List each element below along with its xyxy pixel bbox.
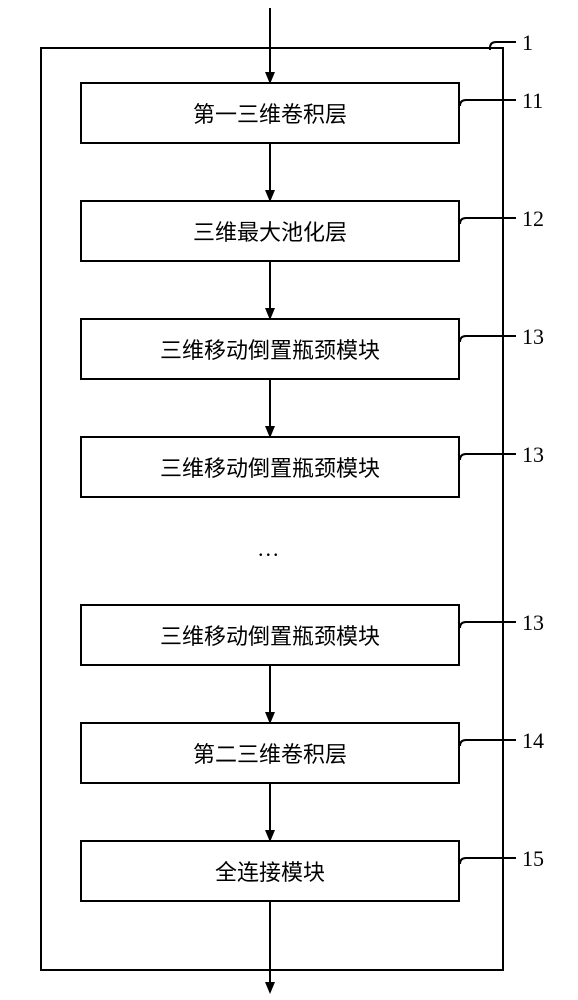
node-box-label: 三维移动倒置瓶颈模块 [160,619,380,651]
reference-label: 15 [522,846,544,872]
node-box: 第一三维卷积层 [80,82,460,144]
diagram-canvas: ... 第一三维卷积层 11 三维最大池化层 12 三维移动倒置瓶颈模块 13 三维移动倒置… [0,0,578,1000]
reference-label: 13 [522,442,544,468]
node-box-label: 三维移动倒置瓶颈模块 [160,451,380,483]
reference-label: 11 [522,88,543,114]
node-box: 三维移动倒置瓶颈模块 [80,318,460,380]
node-box: 第二三维卷积层 [80,722,460,784]
ellipsis: ... [258,536,281,562]
reference-label: 1 [522,30,533,56]
reference-label: 14 [522,728,544,754]
node-box-label: 全连接模块 [215,855,325,887]
node-box: 三维移动倒置瓶颈模块 [80,436,460,498]
reference-label: 13 [522,610,544,636]
node-box-label: 第二三维卷积层 [193,737,347,769]
node-box: 三维最大池化层 [80,200,460,262]
reference-label: 13 [522,324,544,350]
node-box: 三维移动倒置瓶颈模块 [80,604,460,666]
reference-label: 12 [522,206,544,232]
outer-container-box [40,47,504,971]
node-box-label: 三维移动倒置瓶颈模块 [160,333,380,365]
node-box: 全连接模块 [80,840,460,902]
node-box-label: 三维最大池化层 [193,215,347,247]
node-box-label: 第一三维卷积层 [193,97,347,129]
